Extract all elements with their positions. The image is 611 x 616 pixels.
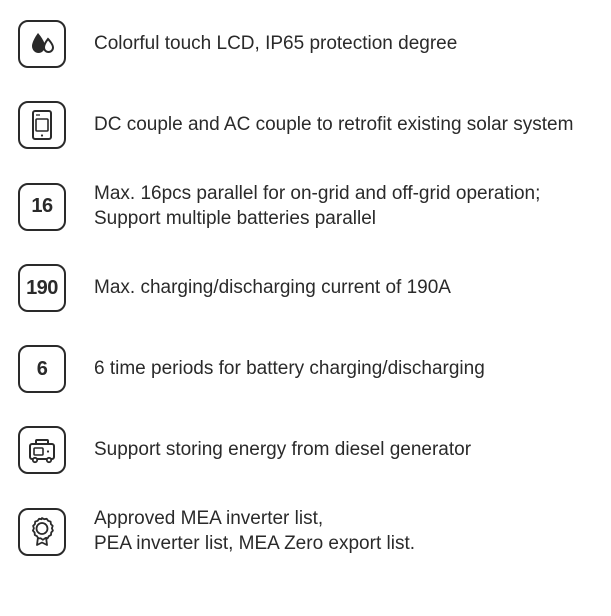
feature-text: Max. charging/discharging current of 190… (94, 276, 451, 301)
icon-number: 16 (31, 195, 52, 218)
number-190-icon: 190 (18, 264, 66, 312)
feature-row: DC couple and AC couple to retrofit exis… (18, 101, 593, 149)
feature-list: Colorful touch LCD, IP65 protection degr… (18, 20, 593, 557)
icon-number: 190 (26, 277, 58, 300)
feature-row: 6 6 time periods for battery charging/di… (18, 345, 593, 393)
generator-icon (18, 426, 66, 474)
feature-row: 190 Max. charging/discharging current of… (18, 264, 593, 312)
feature-row: Support storing energy from diesel gener… (18, 426, 593, 474)
icon-number: 6 (37, 358, 48, 381)
droplets-icon (18, 20, 66, 68)
feature-row: Approved MEA inverter list,PEA inverter … (18, 507, 593, 556)
feature-text: Approved MEA inverter list,PEA inverter … (94, 507, 415, 556)
device-screen-icon (18, 101, 66, 149)
award-badge-icon (18, 508, 66, 556)
feature-text: Max. 16pcs parallel for on-grid and off-… (94, 182, 593, 231)
number-6-icon: 6 (18, 345, 66, 393)
feature-row: Colorful touch LCD, IP65 protection degr… (18, 20, 593, 68)
feature-text: Support storing energy from diesel gener… (94, 438, 471, 463)
feature-text: Colorful touch LCD, IP65 protection degr… (94, 32, 457, 57)
feature-text: 6 time periods for battery charging/disc… (94, 357, 485, 382)
feature-row: 16 Max. 16pcs parallel for on-grid and o… (18, 182, 593, 231)
feature-text: DC couple and AC couple to retrofit exis… (94, 113, 573, 138)
number-16-icon: 16 (18, 183, 66, 231)
